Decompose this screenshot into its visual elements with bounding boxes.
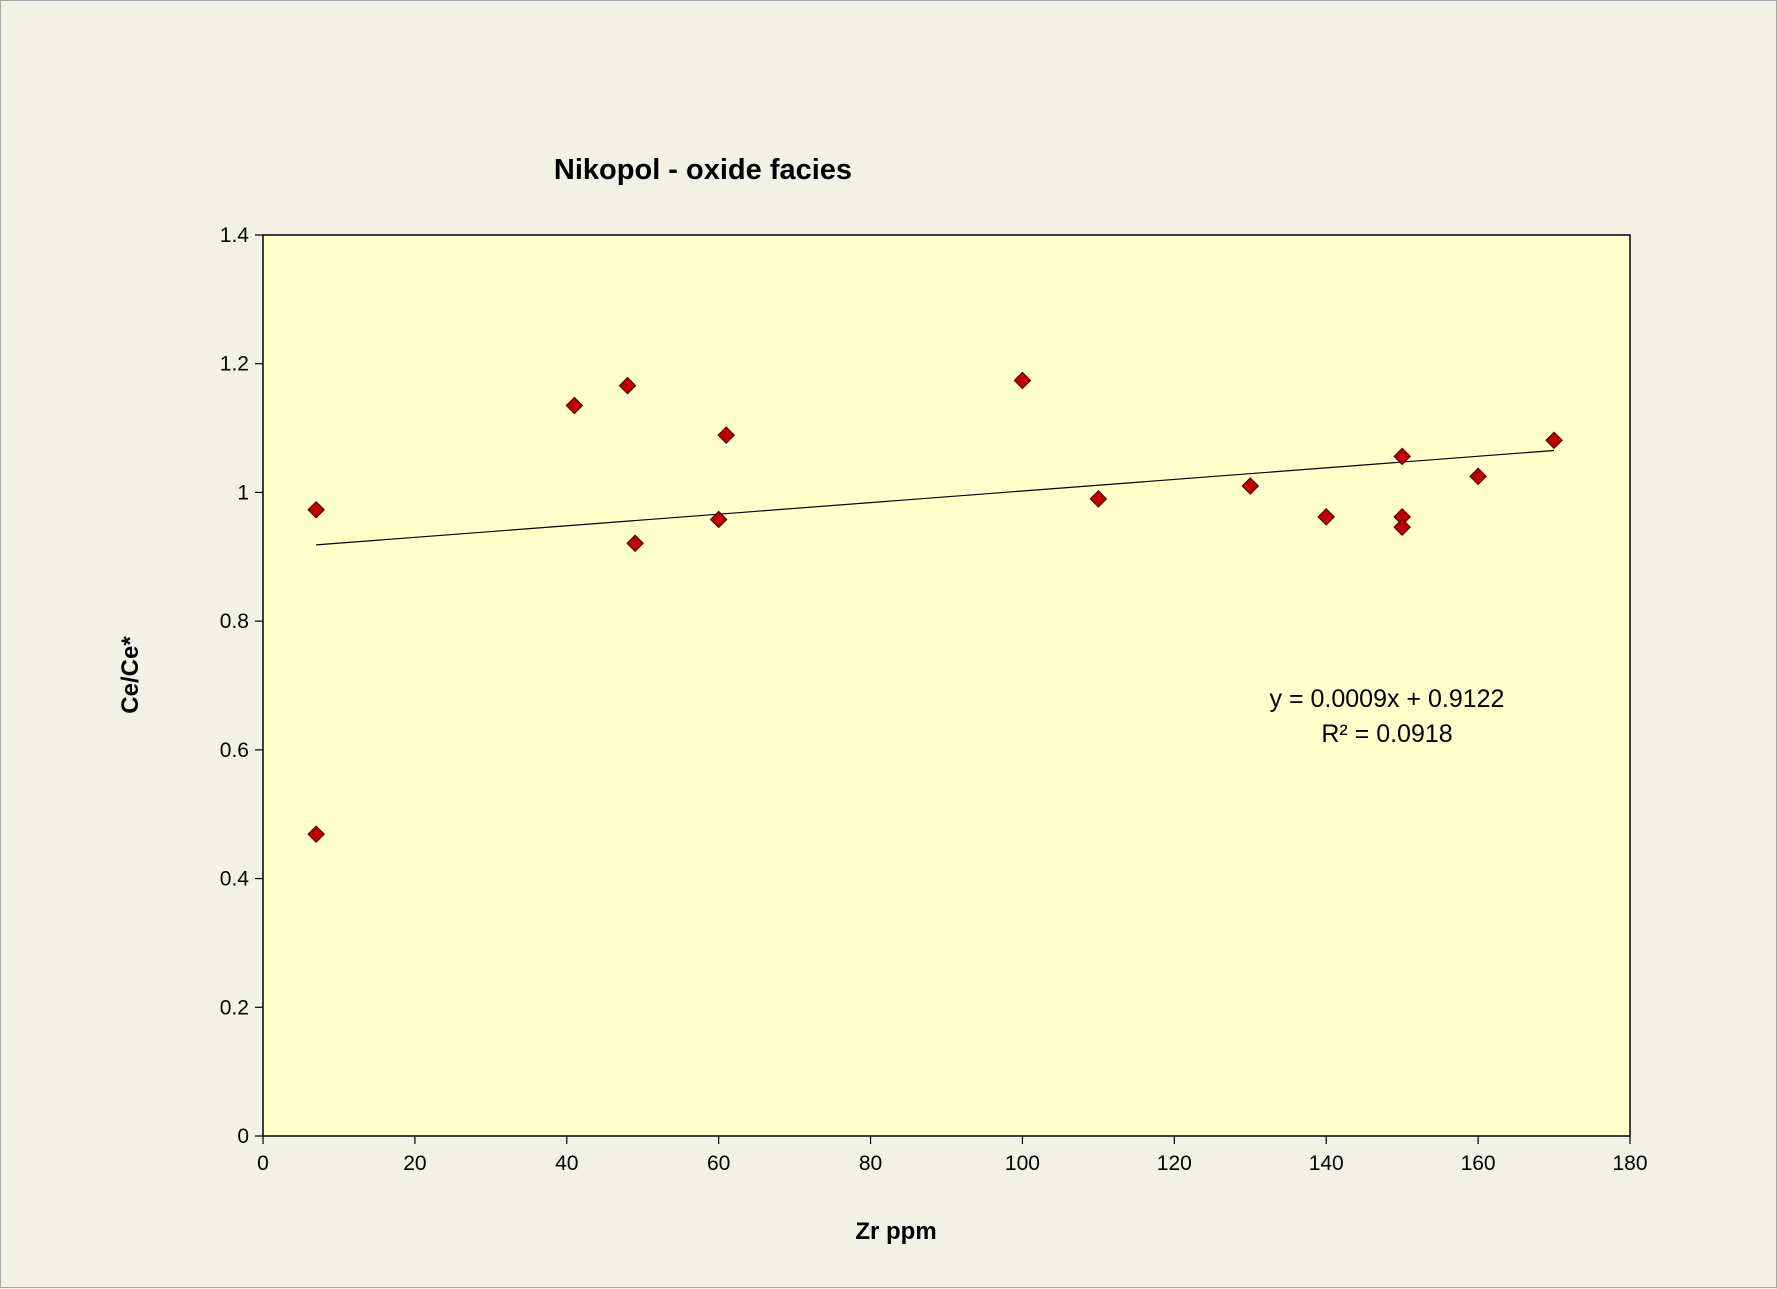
data-point [1013,371,1032,390]
x-axis-title: Zr ppm [855,1218,936,1245]
x-tick-label: 120 [1157,1152,1192,1175]
data-point [307,825,326,844]
data-point [618,376,637,395]
x-axis: 0 20 40 60 80 100 120 140 160 180 [257,1136,1648,1175]
data-point [1393,518,1412,537]
y-tick-label: 1.4 [220,224,250,247]
x-tick-label: 100 [1005,1152,1040,1175]
chart-title: Nikopol - oxide facies [554,154,852,186]
data-point [1393,447,1412,466]
y-tick-label: 1 [237,481,249,504]
data-point [565,396,584,415]
x-tick-label: 160 [1461,1152,1496,1175]
data-point [1469,467,1487,486]
y-tick-label: 1.2 [220,353,249,376]
y-tick-label: 0.2 [220,996,249,1019]
x-tick-label: 60 [707,1152,730,1175]
x-tick-label: 20 [403,1152,426,1175]
y-tick-label: 0 [237,1125,249,1148]
y-tick-label: 0.6 [220,739,249,762]
y-axis: 0 0.2 0.4 0.6 0.8 1 1.2 1.4 [220,224,263,1148]
linear-trendline [316,449,1555,546]
y-tick-label: 0.4 [220,868,250,891]
x-tick-label: 140 [1309,1152,1344,1175]
data-point [307,500,326,519]
data-point [709,510,728,529]
data-point [1241,477,1260,495]
trendline-equation: y = 0.0009x + 0.9122 [1270,685,1505,713]
x-tick-label: 80 [859,1152,882,1175]
x-tick-label: 180 [1612,1152,1647,1175]
data-point [1089,490,1108,508]
plot-area [262,234,1631,1137]
data-point [626,534,644,553]
data-point [717,426,736,444]
data-point [1545,431,1563,450]
x-tick-label: 0 [257,1152,269,1175]
data-point [1317,508,1336,526]
y-axis-title: Ce/Ce* [117,636,144,714]
data-points [307,371,1563,844]
trendline-r-squared: R² = 0.0918 [1321,720,1452,748]
y-tick-label: 0.8 [220,610,249,633]
x-tick-label: 40 [555,1152,578,1175]
